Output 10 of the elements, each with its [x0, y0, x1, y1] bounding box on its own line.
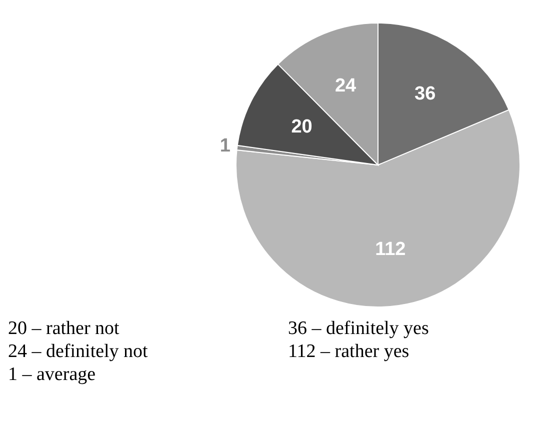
- text: 1 – average: [8, 364, 97, 387]
- data-label: 1: [220, 136, 231, 157]
- text: 112 – rather yes: [288, 341, 410, 364]
- text: 24 – definitely not: [8, 341, 149, 364]
- text: 20 – rather not: [8, 318, 120, 341]
- data-label: 112: [375, 238, 406, 260]
- data-label: 24: [334, 76, 357, 97]
- data-label: 20: [291, 116, 312, 138]
- data-label: 36: [414, 84, 436, 105]
- text: 36 – definitely yes: [288, 318, 430, 341]
